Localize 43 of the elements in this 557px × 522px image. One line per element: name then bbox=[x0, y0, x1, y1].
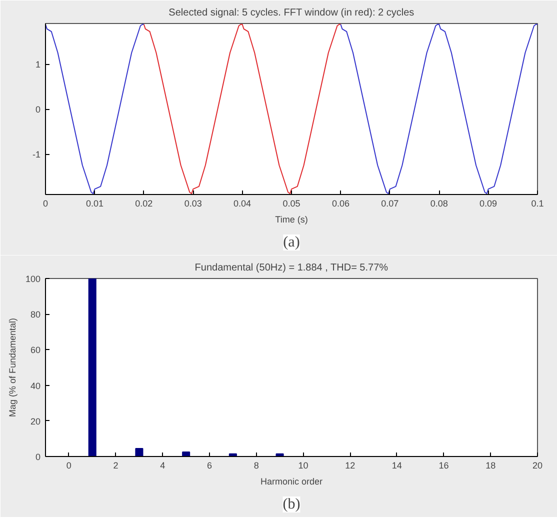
x-tick-label: 6 bbox=[206, 460, 212, 470]
bar bbox=[182, 452, 190, 456]
x-tick-label: 0.03 bbox=[184, 198, 202, 208]
x-tick-label: 0.08 bbox=[430, 198, 448, 208]
x-tick-label: 0 bbox=[42, 198, 48, 208]
y-axis-title: Mag (% of Fundamental) bbox=[7, 318, 18, 418]
y-tick-label: 0 bbox=[35, 452, 41, 462]
line-series bbox=[340, 24, 538, 194]
x-tick-label: 0.05 bbox=[282, 198, 300, 208]
x-tick-label: 20 bbox=[532, 460, 543, 470]
x-tick-label: 2 bbox=[113, 460, 118, 470]
x-tick-label: 18 bbox=[486, 460, 496, 470]
text: (a) bbox=[283, 234, 300, 250]
x-tick-label: 0 bbox=[66, 460, 72, 470]
bar bbox=[135, 448, 144, 456]
y-tick-label: 0 bbox=[35, 104, 41, 114]
y-tick-label: 60 bbox=[30, 345, 41, 356]
x-tick-label: 14 bbox=[392, 460, 402, 470]
x-tick-label: 0.06 bbox=[332, 198, 350, 208]
y-tick-label: 80 bbox=[30, 310, 41, 320]
text: (b) bbox=[282, 496, 300, 512]
x-tick-label: 0.02 bbox=[135, 198, 153, 208]
x-tick-label: 4 bbox=[160, 460, 166, 470]
x-tick-label: 12 bbox=[345, 460, 356, 470]
y-tick-label: 20 bbox=[30, 416, 41, 426]
y-tick-label: 1 bbox=[35, 60, 41, 70]
x-tick-label: 10 bbox=[298, 460, 308, 470]
x-axis-title: Harmonic order bbox=[260, 476, 323, 486]
chart-title: Fundamental (50Hz) = 1.884 , THD= 5.77% bbox=[194, 262, 388, 274]
x-tick-label: 0.07 bbox=[381, 198, 399, 208]
line-series bbox=[143, 24, 342, 194]
x-tick-label: 0.04 bbox=[234, 198, 252, 208]
chart-title: Selected signal: 5 cycles. FFT window (in red): 2 cycles bbox=[168, 8, 414, 18]
x-tick-label: 0.01 bbox=[86, 198, 104, 208]
x-tick-label: 0.1 bbox=[531, 198, 544, 208]
y-tick-label: 100 bbox=[25, 274, 41, 284]
y-tick-label: -1 bbox=[32, 150, 41, 160]
bar bbox=[88, 278, 96, 456]
x-axis-title: Time (s) bbox=[275, 214, 308, 224]
x-tick-label: 16 bbox=[438, 460, 449, 470]
x-tick-label: 8 bbox=[254, 460, 259, 470]
x-tick-label: 0.09 bbox=[480, 198, 498, 208]
y-tick-label: 40 bbox=[30, 380, 41, 391]
